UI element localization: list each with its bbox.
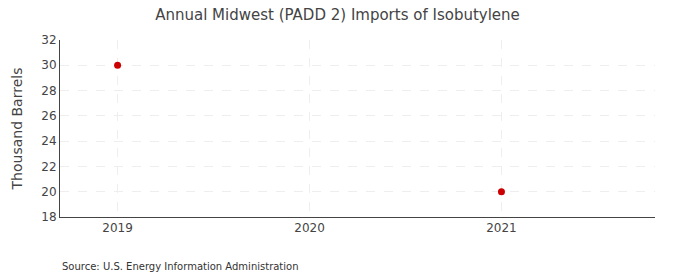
svg-text:18: 18 (41, 210, 56, 224)
svg-text:2019: 2019 (102, 221, 133, 235)
svg-text:Annual Midwest (PADD 2) Import: Annual Midwest (PADD 2) Imports of Isobu… (155, 6, 520, 24)
svg-text:20: 20 (41, 185, 56, 199)
svg-text:2020: 2020 (294, 221, 325, 235)
svg-text:28: 28 (41, 84, 56, 98)
svg-text:Source: U.S. Energy Informatio: Source: U.S. Energy Information Administ… (62, 261, 299, 272)
svg-text:2021: 2021 (486, 221, 517, 235)
svg-text:30: 30 (41, 58, 56, 72)
svg-text:26: 26 (41, 109, 56, 123)
svg-text:24: 24 (41, 134, 56, 148)
svg-text:32: 32 (41, 33, 56, 47)
svg-text:Thousand Barrels: Thousand Barrels (9, 68, 25, 191)
svg-text:22: 22 (41, 160, 56, 174)
